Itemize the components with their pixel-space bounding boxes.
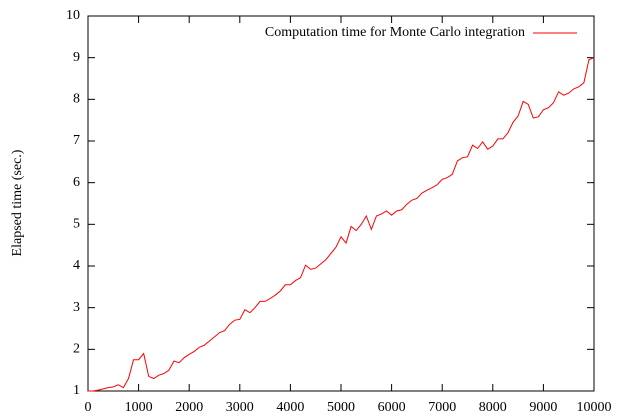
x-tick-label: 8000 [479,400,507,415]
y-axis-label: Elapsed time (sec.) [10,149,25,256]
y-tick-label: 6 [73,175,80,190]
x-tick-label: 10000 [577,400,612,415]
x-tick-label: 0 [85,400,92,415]
plot-frame [87,15,595,392]
x-tick-label: 6000 [378,400,406,415]
x-tick-label: 9000 [529,400,557,415]
y-tick-label: 3 [73,300,80,315]
x-tick-label: 1000 [125,400,153,415]
x-tick-label: 7000 [428,400,456,415]
y-tick-label: 7 [73,133,80,148]
legend-label: Computation time for Monte Carlo integra… [265,25,525,40]
y-tick-label: 1 [73,383,80,398]
y-tick-label: 9 [73,50,80,65]
y-tick-label: 4 [73,258,80,273]
x-tick-label: 2000 [175,400,203,415]
y-tick-label: 5 [73,217,80,232]
y-tick-label: 10 [66,8,80,23]
x-tick-label: 3000 [226,400,254,415]
x-tick-label: 4000 [276,400,304,415]
y-tick-label: 8 [73,92,80,107]
x-tick-label: 5000 [327,400,355,415]
data-line [88,57,595,392]
y-tick-label: 2 [73,342,80,357]
